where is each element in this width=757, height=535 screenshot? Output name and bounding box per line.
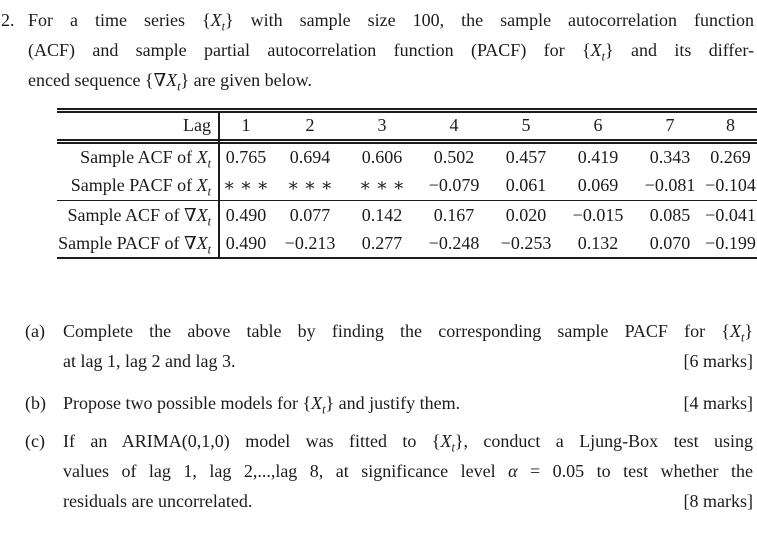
table-row: Sample PACF of Xt ∗ ∗ ∗ ∗ ∗ ∗ ∗ ∗ ∗ −0.079 0.… — [57, 172, 757, 200]
value-cell: 0.502 — [433, 147, 475, 167]
question-part-b: (b) Propose two possible models for {Xt} … — [0, 388, 753, 418]
part-body: Propose two possible models for {Xt} and… — [63, 388, 753, 418]
lag-corner-label: Lag — [183, 115, 211, 136]
question-part-c: (c) If an ARIMA(0,1,0) model was fitted t… — [0, 426, 753, 516]
question-intro-lines: For a time series {Xt} with sample size … — [28, 5, 754, 95]
part-last-line: Propose two possible models for {Xt} and… — [63, 388, 753, 418]
value-cell: 0.490 — [225, 204, 267, 225]
value-cell: −0.041 — [705, 204, 756, 225]
table-row: Sample ACF of ∇Xt 0.490 0.077 0.142 0.167 0.0… — [57, 201, 757, 229]
rule-line — [57, 111, 757, 113]
part-line: values of lag 1, lag 2,...,lag 8, at sig… — [63, 461, 753, 481]
marks-label: [6 marks] — [683, 351, 753, 371]
acf-pacf-table: Lag 1 2 3 4 5 6 7 8 Sample ACF of Xt 0.765 0.694 0.6… — [57, 108, 757, 259]
rule-line — [57, 142, 757, 144]
lag-header: 7 — [665, 115, 675, 136]
lag-header: 8 — [726, 115, 735, 136]
value-cell: −0.104 — [705, 175, 756, 195]
value-cell: −0.248 — [428, 232, 480, 253]
lag-header: 3 — [377, 115, 387, 136]
table-row: Sample PACF of ∇Xt 0.490 −0.213 0.277 −0.248… — [57, 229, 757, 257]
part-line-text: residuals are uncorrelated. — [63, 491, 253, 511]
table-rule-single — [57, 199, 757, 201]
part-body: If an ARIMA(0,1,0) model was fitted to {… — [63, 426, 753, 516]
value-cell: −0.015 — [572, 204, 624, 225]
part-marker: (c) — [25, 431, 45, 451]
value-cell: 0.070 — [649, 232, 691, 253]
marks-label: [8 marks] — [683, 491, 753, 511]
marks-label: [4 marks] — [683, 393, 753, 413]
row-label: Sample PACF of ∇Xt — [58, 232, 211, 257]
intro-line: enced sequence {∇Xt} are given below. — [28, 70, 312, 94]
value-cell: 0.269 — [710, 147, 751, 167]
value-cell: ∗ ∗ ∗ — [359, 175, 405, 195]
table-vertical-rule — [218, 112, 220, 258]
value-cell: −0.079 — [428, 175, 480, 195]
lag-header: 6 — [593, 115, 603, 136]
question-intro: 2. For a time series {Xt} with sample si… — [0, 5, 757, 95]
value-cell: 0.694 — [289, 147, 331, 167]
row-label: Sample ACF of Xt — [80, 147, 211, 171]
value-cell: 0.069 — [577, 175, 619, 195]
part-line-text: Propose two possible models for {Xt} and… — [63, 393, 461, 417]
value-cell: 0.490 — [225, 232, 267, 253]
value-cell: 0.142 — [361, 204, 403, 225]
part-last-line: residuals are uncorrelated. [8 marks] — [63, 486, 753, 516]
value-cell: −0.081 — [644, 175, 696, 195]
rule-line — [57, 108, 757, 110]
part-line-text: at lag 1, lag 2 and lag 3. — [63, 351, 236, 371]
value-cell: 0.061 — [505, 175, 547, 195]
value-cell: 0.132 — [577, 232, 619, 253]
part-line: If an ARIMA(0,1,0) model was fitted to {… — [63, 431, 754, 455]
rule-line — [57, 139, 757, 141]
value-cell: −0.213 — [284, 232, 336, 253]
value-cell: 0.167 — [433, 204, 475, 225]
lag-header: 4 — [449, 115, 459, 136]
part-marker: (b) — [25, 393, 46, 413]
part-line: Complete the above table by finding the … — [63, 321, 753, 345]
table-rule-double — [57, 108, 757, 113]
value-cell: 0.020 — [505, 204, 547, 225]
value-cell: 0.277 — [361, 232, 403, 253]
part-marker: (a) — [25, 321, 45, 341]
value-cell: −0.199 — [705, 232, 756, 253]
lag-header: 2 — [305, 115, 315, 136]
question-part-a: (a) Complete the above table by finding t… — [0, 316, 753, 376]
value-cell: ∗ ∗ ∗ — [223, 175, 269, 195]
value-cell: 0.077 — [289, 204, 331, 225]
value-cell: −0.253 — [500, 232, 552, 253]
table-rule-double — [57, 139, 757, 144]
row-label: Sample PACF of Xt — [70, 175, 211, 199]
lag-header: 5 — [521, 115, 531, 136]
table-header-row: Lag 1 2 3 4 5 6 7 8 — [57, 113, 757, 140]
value-cell: ∗ ∗ ∗ — [287, 175, 333, 195]
part-body: Complete the above table by finding the … — [63, 316, 753, 376]
part-last-line: at lag 1, lag 2 and lag 3. [6 marks] — [63, 346, 753, 376]
value-cell: 0.085 — [649, 204, 691, 225]
value-cell: 0.343 — [649, 147, 691, 167]
question-number: 2. — [1, 10, 15, 30]
value-cell: 0.419 — [577, 147, 619, 167]
table-rule-single — [57, 257, 757, 259]
row-label: Sample ACF of ∇Xt — [67, 204, 211, 229]
value-cell: 0.457 — [505, 147, 547, 167]
intro-line: (ACF) and sample partial autocorrelation… — [28, 40, 754, 64]
table-row: Sample ACF of Xt 0.765 0.694 0.606 0.502 0.45… — [57, 144, 757, 172]
lag-header: 1 — [241, 115, 251, 136]
intro-line: For a time series {Xt} with sample size … — [28, 10, 754, 34]
value-cell: 0.606 — [361, 147, 403, 167]
value-cell: 0.765 — [225, 147, 267, 167]
